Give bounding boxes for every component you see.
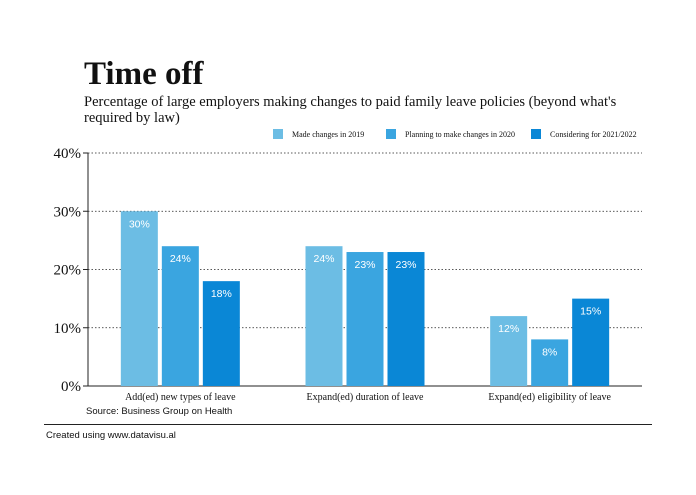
bar-value-label: 24% (170, 253, 191, 265)
bar (120, 211, 158, 386)
y-tick-label: 20% (54, 263, 82, 279)
bar (346, 252, 384, 386)
bar (531, 339, 569, 386)
bar (305, 246, 343, 386)
bar-value-label: 24% (313, 253, 334, 265)
category-label: Expand(ed) duration of leave (307, 392, 424, 403)
legend-swatch (273, 129, 283, 139)
footer-credit: Created using www.datavisu.al (46, 430, 176, 441)
source-note: Source: Business Group on Health (86, 406, 232, 417)
bar (161, 246, 199, 386)
legend-label: Planning to make changes in 2020 (405, 130, 515, 139)
legend-label: Made changes in 2019 (292, 130, 364, 139)
legend-label: Considering for 2021/2022 (550, 130, 637, 139)
bar-value-label: 18% (211, 288, 232, 300)
bar-value-label: 23% (395, 259, 416, 271)
bar (572, 298, 610, 386)
bar (387, 252, 425, 386)
bar-value-label: 8% (542, 346, 557, 358)
y-tick-label: 30% (54, 204, 82, 220)
category-label: Add(ed) new types of leave (125, 392, 236, 403)
y-tick-label: 0% (61, 379, 81, 395)
y-tick-label: 10% (54, 321, 82, 337)
bar (490, 316, 528, 386)
chart-title: Time off (84, 56, 204, 92)
bar-value-label: 23% (354, 259, 375, 271)
category-label: Expand(ed) eligibility of leave (488, 392, 611, 403)
bar-value-label: 30% (129, 218, 150, 230)
bar (202, 281, 240, 386)
bar-value-label: 15% (580, 306, 601, 318)
bar-value-label: 12% (498, 323, 519, 335)
y-tick-label: 40% (54, 146, 82, 162)
legend-swatch (531, 129, 541, 139)
footer-divider (44, 424, 652, 425)
legend-swatch (386, 129, 396, 139)
chart-subtitle: Percentage of large employers making cha… (84, 94, 617, 126)
